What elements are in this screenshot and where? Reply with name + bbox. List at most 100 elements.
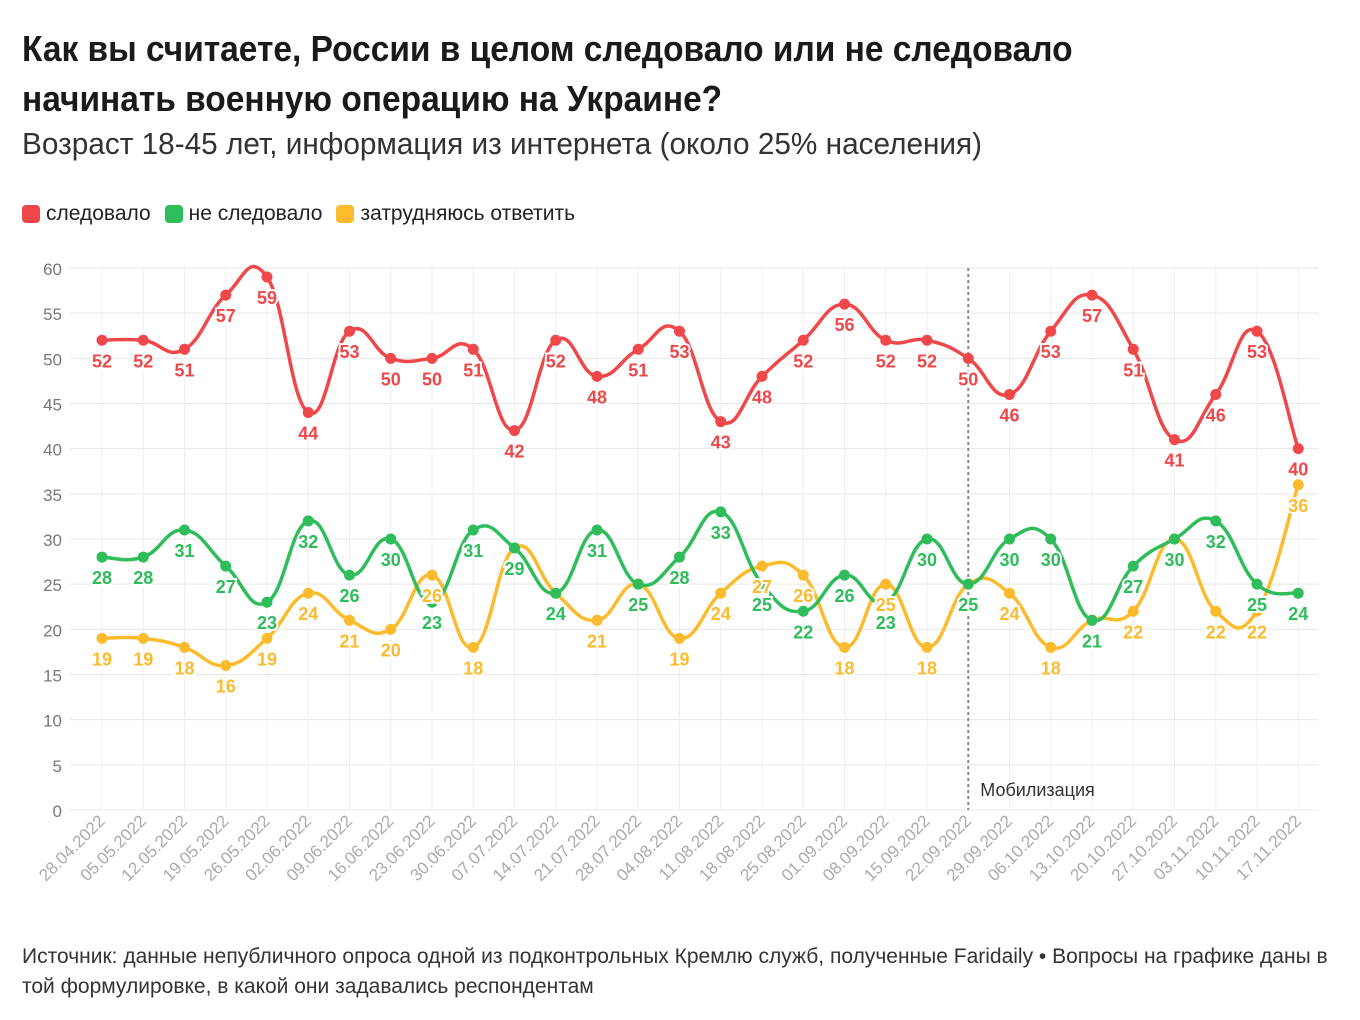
data-point-opposed [179, 524, 190, 536]
data-point-supported [1086, 289, 1098, 301]
data-point-undecided [1210, 605, 1222, 617]
data-point-opposed [880, 596, 892, 608]
data-label-opposed: 22 [793, 622, 813, 642]
data-label-undecided: 27 [752, 577, 772, 597]
data-label-supported: 53 [669, 342, 689, 362]
data-point-undecided [674, 632, 685, 644]
data-label-opposed: 24 [1288, 604, 1308, 624]
data-label-opposed: 23 [257, 613, 277, 633]
data-point-supported [921, 334, 933, 346]
data-point-supported [674, 325, 685, 337]
y-tick-label: 55 [43, 305, 62, 324]
data-point-undecided [839, 641, 850, 653]
data-label-supported: 59 [257, 288, 277, 308]
legend-label-supported: следовало [46, 202, 151, 225]
data-point-supported [467, 343, 479, 355]
data-label-undecided: 21 [339, 631, 359, 651]
data-label-opposed: 25 [628, 595, 648, 615]
data-label-opposed: 30 [381, 550, 401, 570]
line-chart: 051015202530354045505560Мобилизация28.04… [35, 260, 1319, 885]
legend-item-opposed: не следовало [164, 200, 322, 228]
data-label-opposed: 30 [999, 550, 1019, 570]
data-label-opposed: 31 [463, 541, 483, 561]
data-point-supported [426, 352, 438, 364]
data-label-opposed: 32 [1206, 532, 1226, 552]
data-point-supported [1251, 325, 1263, 337]
y-tick-label: 10 [43, 712, 62, 731]
data-label-supported: 53 [339, 342, 359, 362]
series-line-opposed [101, 509, 1299, 623]
data-point-opposed [261, 596, 273, 608]
y-tick-label: 25 [43, 576, 62, 595]
data-label-undecided: 25 [628, 595, 648, 615]
data-point-supported [1127, 343, 1139, 355]
data-point-supported [1292, 443, 1304, 455]
y-tick-label: 45 [43, 396, 62, 415]
data-label-supported: 44 [298, 424, 318, 444]
data-label-supported: 40 [1288, 460, 1308, 480]
data-label-supported: 46 [1206, 405, 1226, 425]
data-point-undecided [179, 641, 190, 653]
data-label-opposed: 24 [546, 604, 566, 624]
legend-item-undecided: затрудняюсь ответить [336, 200, 575, 228]
data-point-opposed [921, 533, 933, 545]
data-point-undecided [921, 641, 933, 653]
data-point-undecided [96, 632, 108, 644]
data-label-opposed: 26 [339, 586, 359, 606]
data-label-opposed: 30 [1164, 550, 1184, 570]
data-label-opposed: 28 [92, 568, 112, 588]
data-label-undecided: 26 [422, 586, 442, 606]
data-point-opposed [550, 587, 562, 599]
data-point-supported [756, 370, 768, 382]
data-label-undecided: 24 [999, 604, 1019, 624]
data-label-undecided: 19 [92, 649, 112, 669]
data-label-supported: 51 [463, 360, 483, 380]
data-label-undecided: 25 [876, 595, 896, 615]
data-point-supported [550, 334, 562, 346]
data-point-opposed [1004, 533, 1015, 545]
data-label-undecided: 21 [587, 631, 607, 651]
data-point-supported [1004, 388, 1015, 400]
data-label-supported: 46 [999, 405, 1019, 425]
data-point-supported [220, 289, 232, 301]
y-tick-label: 50 [43, 350, 62, 369]
data-label-undecided: 18 [1041, 658, 1061, 678]
data-point-undecided [426, 569, 438, 581]
data-point-opposed [591, 524, 603, 536]
legend-swatch-opposed [164, 205, 183, 223]
data-point-opposed [1127, 560, 1139, 572]
data-label-supported: 52 [793, 351, 813, 371]
data-point-undecided [1251, 605, 1263, 617]
data-label-undecided: 21 [1082, 631, 1102, 651]
y-tick-label: 20 [43, 621, 62, 640]
data-label-undecided: 20 [381, 640, 401, 660]
y-tick-label: 5 [53, 757, 62, 776]
data-label-supported: 52 [92, 351, 112, 371]
data-point-undecided [756, 560, 768, 572]
data-label-opposed: 23 [422, 613, 442, 633]
data-point-undecided [137, 632, 149, 644]
data-label-supported: 56 [834, 315, 854, 335]
data-point-opposed [797, 605, 809, 617]
data-point-supported [880, 334, 892, 346]
data-label-supported: 48 [587, 387, 607, 407]
data-point-opposed [962, 578, 974, 590]
data-point-undecided [261, 632, 273, 644]
data-label-supported: 53 [1247, 342, 1267, 362]
data-point-opposed [509, 542, 520, 554]
data-point-supported [1045, 325, 1057, 337]
data-label-supported: 42 [504, 442, 524, 462]
data-label-undecided: 24 [711, 604, 731, 624]
data-point-supported [137, 334, 149, 346]
series-line-undecided [101, 484, 1300, 668]
data-label-supported: 51 [1123, 360, 1143, 380]
source-note: Источник: данные непубличного опроса одн… [22, 945, 1328, 998]
data-point-undecided [1045, 641, 1057, 653]
data-point-opposed [1045, 533, 1057, 545]
legend-swatch-undecided [336, 205, 355, 223]
data-label-undecided: 19 [669, 649, 689, 669]
data-label-supported: 50 [958, 369, 978, 389]
data-point-supported [839, 298, 850, 310]
data-point-opposed [715, 506, 727, 518]
data-label-undecided: 18 [917, 658, 937, 678]
